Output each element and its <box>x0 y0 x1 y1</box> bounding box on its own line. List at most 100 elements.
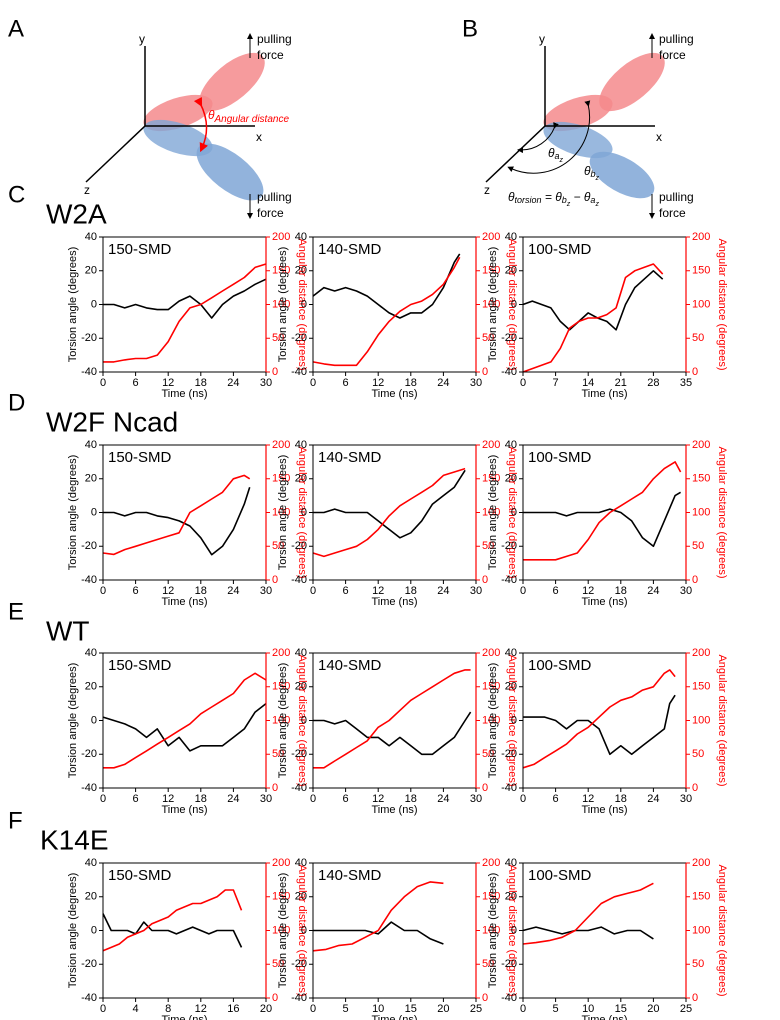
x-axis-label: Time (ns) <box>581 596 627 608</box>
row-titles: W2A W2F Ncad WT K14E <box>40 198 178 855</box>
panel-letter: A <box>8 15 24 42</box>
chart-title: 150-SMD <box>108 449 172 466</box>
x-tick-label: 0 <box>310 1003 316 1015</box>
chart-title: 100-SMD <box>528 449 592 466</box>
x-tick-label: 30 <box>470 585 482 597</box>
x-tick-label: 20 <box>647 1003 659 1015</box>
y-tick-label: -20 <box>501 958 517 970</box>
line-chart: -40 -20 0 20 40 0 50 100 150 200 0 7 14 21 28 35 100-SMD… <box>487 231 728 400</box>
x-tick-label: 24 <box>227 377 239 389</box>
y2-tick-label: 50 <box>272 540 284 552</box>
y2-axis-label: Angular distance (degrees) <box>716 446 728 578</box>
x-tick-label: 7 <box>553 377 559 389</box>
y2-tick-label: 150 <box>482 891 500 903</box>
series-line <box>312 467 466 558</box>
axis-label: x <box>656 130 662 144</box>
y-axis-label: Torsion angle (degrees) <box>277 247 289 363</box>
symbol: θ <box>584 164 591 178</box>
y-tick-label: 20 <box>85 473 97 485</box>
panel-letters: A B C D E F <box>8 15 478 834</box>
y-tick-label: -40 <box>291 366 307 378</box>
series-line <box>313 469 466 539</box>
x-tick-label: 0 <box>520 585 526 597</box>
y-tick-label: 0 <box>511 924 517 936</box>
x-axis-label: Time (ns) <box>161 1014 207 1020</box>
axis-label: z <box>484 183 490 197</box>
y-tick-label: 20 <box>295 473 307 485</box>
series-line <box>102 702 267 752</box>
y-tick-label: -40 <box>291 992 307 1004</box>
diagram-b: y x z pulling force pulling force θaz θb… <box>484 32 694 220</box>
symbol: θ <box>508 190 515 204</box>
y-tick-label: -20 <box>501 540 517 552</box>
y-axis-label: Torsion angle (degrees) <box>67 873 79 989</box>
x-tick-label: 8 <box>165 1003 171 1015</box>
y2-tick-label: 100 <box>482 506 500 518</box>
panel-letter: E <box>8 598 24 625</box>
y-tick-label: 0 <box>91 714 97 726</box>
force-label: force <box>659 206 686 220</box>
y2-tick-label: 50 <box>272 958 284 970</box>
x-tick-label: 25 <box>680 1003 692 1015</box>
y2-tick-label: 100 <box>692 714 710 726</box>
x-axis-label: Time (ns) <box>371 596 417 608</box>
y2-tick-label: 200 <box>272 647 290 659</box>
subscript: a <box>590 195 595 205</box>
panel-letter: C <box>8 181 25 208</box>
diagram-a: y x z pulling force pulling force θAngul… <box>84 32 292 220</box>
x-tick-label: 30 <box>680 585 692 597</box>
line-chart: -40 -20 0 20 40 0 50 100 150 200 0 6 12 18 24 30 100-SMD… <box>487 647 728 816</box>
y2-tick-label: 150 <box>692 681 710 693</box>
x-tick-label: 30 <box>260 793 272 805</box>
x-tick-label: 24 <box>437 793 449 805</box>
y-axis-label: Torsion angle (degrees) <box>67 663 79 779</box>
y2-tick-label: 50 <box>482 332 494 344</box>
x-tick-label: 10 <box>372 1003 384 1015</box>
x-tick-label: 0 <box>100 377 106 389</box>
chart-title: 150-SMD <box>108 241 172 258</box>
subscript: z <box>595 175 600 182</box>
y-tick-label: -20 <box>501 332 517 344</box>
force-label: force <box>257 48 284 62</box>
x-tick-label: 5 <box>343 1003 349 1015</box>
symbol: = θ <box>542 190 563 204</box>
panel-letter: F <box>8 807 23 834</box>
x-tick-label: 6 <box>343 793 349 805</box>
x-tick-label: 18 <box>195 793 207 805</box>
x-tick-label: 15 <box>405 1003 417 1015</box>
y-tick-label: 20 <box>85 891 97 903</box>
y-tick-label: 0 <box>301 924 307 936</box>
y-axis-label: Torsion angle (degrees) <box>487 873 499 989</box>
y-tick-label: 0 <box>91 298 97 310</box>
y2-tick-label: 100 <box>482 924 500 936</box>
force-label: pulling <box>257 32 292 46</box>
y2-tick-label: 200 <box>482 439 500 451</box>
y-axis-label: Torsion angle (degrees) <box>67 247 79 363</box>
axis <box>85 125 146 183</box>
angle-arc <box>193 96 208 153</box>
x-tick-label: 12 <box>372 793 384 805</box>
y2-tick-label: 200 <box>692 439 710 451</box>
series-line <box>102 913 243 948</box>
y2-axis-label: Angular distance (degrees) <box>506 864 518 996</box>
y-tick-label: -20 <box>81 748 97 760</box>
x-tick-label: 25 <box>470 1003 482 1015</box>
y-axis-label: Torsion angle (degrees) <box>67 455 79 571</box>
x-tick-label: 5 <box>553 1003 559 1015</box>
y-tick-label: 20 <box>505 681 517 693</box>
angle-label: θbz <box>584 164 600 182</box>
x-tick-label: 0 <box>520 377 526 389</box>
series-line <box>103 486 251 556</box>
line-chart: -40 -20 0 20 40 0 50 100 150 200 0 5 10 15 20 25 100-SMD… <box>487 857 728 1020</box>
force-label: force <box>257 206 284 220</box>
x-tick-label: 0 <box>520 1003 526 1015</box>
y-axis-label: Torsion angle (degrees) <box>277 663 289 779</box>
force-label: pulling <box>659 190 694 204</box>
series-line <box>523 491 682 548</box>
domain <box>589 151 655 199</box>
x-tick-label: 30 <box>680 793 692 805</box>
y2-tick-label: 150 <box>692 891 710 903</box>
x-tick-label: 12 <box>582 585 594 597</box>
y-tick-label: 0 <box>91 506 97 518</box>
